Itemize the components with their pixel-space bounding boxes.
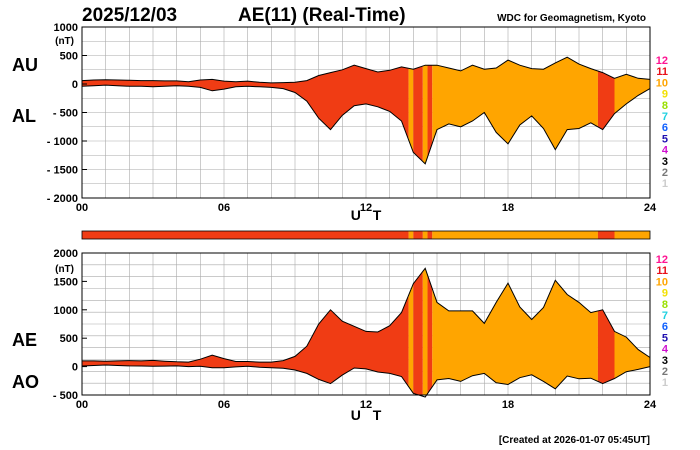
activity-band-11 <box>597 57 615 164</box>
kp-level-label: 10 <box>656 276 668 288</box>
organization-label: WDC for Geomagnetism, Kyoto <box>497 13 646 24</box>
kp-level-label: 6 <box>662 321 668 333</box>
kp-level-label: 8 <box>662 299 668 311</box>
x-tick-label: 24 <box>644 202 657 214</box>
kp-level-label: 6 <box>662 122 668 134</box>
side-label-ae: AE <box>12 330 37 350</box>
kp-level-label: 1 <box>662 377 668 389</box>
side-label-au: AU <box>12 55 38 75</box>
activity-band-10 <box>408 268 414 395</box>
kp-level-label: 5 <box>662 332 668 344</box>
kp-level-label: 8 <box>662 100 668 112</box>
x-tick-label: 00 <box>76 399 88 411</box>
activity-band-11 <box>427 57 433 164</box>
strip-band-11 <box>427 231 433 239</box>
y-tick-label: 1000 <box>54 305 78 317</box>
strip-band-10 <box>422 231 428 239</box>
y-tick-label: 500 <box>60 333 78 345</box>
y-tick-label: 2000 <box>54 248 78 260</box>
y-tick-label: 1000 <box>54 22 78 34</box>
y-tick-label: 0 <box>72 362 78 374</box>
side-label-ao: AO <box>12 372 39 392</box>
activity-band-11 <box>427 268 433 395</box>
x-tick-label: 06 <box>218 202 230 214</box>
kp-level-label: 1 <box>662 178 668 190</box>
y-tick-label: - 500 <box>53 390 78 402</box>
x-tick-label: 18 <box>502 202 514 214</box>
kp-level-label: 3 <box>662 156 668 168</box>
series-line-ao <box>81 364 651 398</box>
activity-band-10 <box>422 57 428 164</box>
strip-band-10 <box>432 231 598 239</box>
side-label-al: AL <box>12 106 36 126</box>
plot-frame <box>81 252 651 396</box>
kp-level-label: 12 <box>656 55 668 67</box>
created-timestamp: [Created at 2026-01-07 05:45UT] <box>499 435 650 446</box>
x-tick-label: 00 <box>76 202 88 214</box>
series-line-al <box>81 84 651 165</box>
y-tick-label: 0 <box>72 79 78 91</box>
kp-level-label: 10 <box>656 77 668 89</box>
y-tick-label: - 1000 <box>47 136 78 148</box>
y-tick-label: - 500 <box>53 108 78 120</box>
series-line-ae <box>82 267 651 363</box>
strip-band-11 <box>597 231 615 239</box>
unit-label: (nT) <box>55 264 74 275</box>
x-tick-label: 18 <box>502 399 514 411</box>
strip-band-11 <box>413 231 423 239</box>
strip-frame <box>81 230 651 240</box>
kp-level-label: 11 <box>656 66 668 78</box>
kp-level-label: 12 <box>656 254 668 266</box>
activity-strip <box>81 230 651 240</box>
activity-band-11 <box>413 268 423 395</box>
kp-level-label: 9 <box>662 89 668 101</box>
plot-title: AE(11) (Real-Time) <box>238 5 406 26</box>
kp-level-label: 4 <box>662 145 669 157</box>
kp-level-label: 7 <box>662 310 668 322</box>
plot-date: 2025/12/03 <box>82 5 177 26</box>
series-line-au <box>81 56 651 84</box>
kp-level-label: 11 <box>656 265 668 277</box>
x-tick-label: 24 <box>644 399 657 411</box>
x-axis-label: U T <box>351 407 386 423</box>
activity-band-10 <box>422 268 428 395</box>
kp-level-label: 9 <box>662 288 668 300</box>
x-tick-label: 12 <box>360 399 372 411</box>
y-tick-label: - 2000 <box>47 193 78 205</box>
activity-band-10 <box>432 57 598 164</box>
unit-label: (nT) <box>55 36 74 47</box>
strip-band-11 <box>82 231 409 239</box>
kp-level-label: 7 <box>662 111 668 123</box>
y-tick-label: - 1500 <box>47 165 78 177</box>
activity-band-10 <box>408 57 414 164</box>
y-tick-label: 500 <box>60 51 78 63</box>
kp-level-label: 5 <box>662 133 668 145</box>
x-axis-label: U T <box>351 207 386 223</box>
kp-level-label: 2 <box>662 366 668 378</box>
kp-level-label: 2 <box>662 167 668 179</box>
strip-band-10 <box>614 231 650 239</box>
kp-level-label: 3 <box>662 355 668 367</box>
x-tick-label: 06 <box>218 399 230 411</box>
y-tick-label: 1500 <box>54 276 78 288</box>
x-tick-label: 12 <box>360 202 372 214</box>
strip-band-10 <box>408 231 414 239</box>
activity-band-11 <box>413 57 423 164</box>
kp-level-label: 4 <box>662 344 669 356</box>
activity-band-10 <box>432 268 598 395</box>
